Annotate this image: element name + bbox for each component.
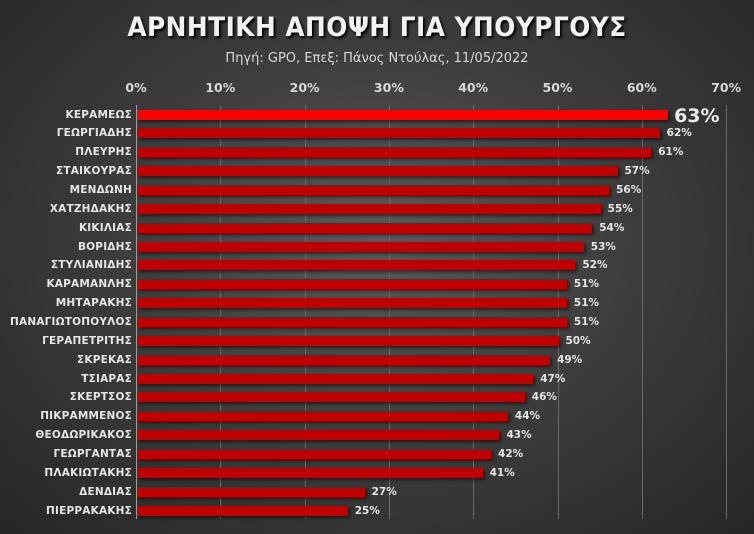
- value-label: 46%: [531, 391, 557, 404]
- bar: [137, 147, 652, 158]
- value-label: 41%: [489, 466, 515, 479]
- value-label: 51%: [573, 297, 600, 310]
- bar: [137, 373, 534, 384]
- category-label: ΧΑΤΖΗΔΑΚΗΣ: [49, 202, 132, 215]
- value-label: 52%: [582, 259, 608, 272]
- value-label: 53%: [590, 240, 616, 253]
- category-label: ΠΛΑΚΙΩΤΑΚΗΣ: [44, 466, 132, 479]
- value-label: 49%: [557, 353, 583, 366]
- category-label: ΚΑΡΑΜΑΝΛΗΣ: [46, 278, 132, 291]
- bar: [137, 467, 483, 478]
- category-label: ΔΕΝΔΙΑΣ: [79, 485, 132, 498]
- bar: [137, 486, 365, 497]
- category-label: ΓΕΩΡΓΑΝΤΑΣ: [53, 447, 132, 460]
- bar: [137, 279, 567, 290]
- bar: [137, 354, 551, 365]
- bar: [137, 392, 525, 403]
- value-label: 42%: [498, 447, 524, 460]
- bar: [137, 184, 610, 195]
- value-label: 25%: [354, 504, 380, 517]
- category-label: ΣΤΑΙΚΟΥΡΑΣ: [55, 165, 132, 178]
- chart-title: ΑΡΝΗΤΙΚΗ ΑΠΟΨΗ ΓΙΑ ΥΠΟΥΡΓΟΥΣ: [127, 12, 627, 43]
- bar: [137, 166, 618, 177]
- category-label: ΓΕΡΑΠΕΤΡΙΤΗΣ: [42, 334, 132, 347]
- bar: [137, 260, 576, 271]
- bar: [137, 430, 500, 441]
- value-label: 27%: [371, 485, 397, 498]
- category-label: ΜΕΝΔΩΝΗ: [69, 183, 132, 196]
- gridline: [389, 105, 390, 519]
- category-label: ΚΙΚΙΛΙΑΣ: [78, 221, 132, 234]
- x-tick-label: 10%: [205, 80, 236, 95]
- bar: [137, 411, 508, 422]
- category-label: ΣΚΡΕΚΑΣ: [76, 353, 132, 366]
- gridline: [220, 105, 221, 519]
- value-label: 51%: [573, 278, 600, 291]
- category-label: ΠΙΕΡΡΑΚΑΚΗΣ: [46, 504, 132, 517]
- category-label: ΠΛΕΥΡΗΣ: [75, 146, 132, 159]
- value-label: 55%: [607, 202, 633, 215]
- x-tick-label: 70%: [711, 80, 742, 95]
- gridline: [642, 105, 643, 519]
- category-label: ΣΤΥΛΙΑΝΙΔΗΣ: [50, 259, 132, 272]
- category-label: ΠΙΚΡΑΜΜΕΝΟΣ: [40, 410, 132, 423]
- bar: [137, 241, 584, 252]
- chart-subtitle: Πηγή: GPO, Επεξ: Πάνος Ντούλας, 11/05/20…: [225, 51, 529, 66]
- value-label: 63%: [674, 104, 720, 127]
- gridline: [305, 105, 306, 519]
- value-label: 54%: [599, 221, 625, 234]
- category-label: ΣΚΕΡΤΣΟΣ: [69, 391, 132, 404]
- bar: [137, 203, 601, 214]
- bar: [137, 298, 567, 309]
- bar: [137, 109, 669, 120]
- value-label: 61%: [658, 146, 684, 159]
- value-label: 50%: [565, 334, 591, 347]
- x-tick-label: 30%: [373, 80, 404, 95]
- bar: [137, 316, 567, 327]
- category-label: ΒΟΡΙΔΗΣ: [77, 240, 132, 253]
- category-label: ΤΣΙΑΡΑΣ: [81, 372, 132, 385]
- gridline: [726, 105, 727, 519]
- value-label: 51%: [573, 315, 600, 328]
- category-label: ΘΕΟΔΩΡΙΚΑΚΟΣ: [35, 429, 132, 442]
- category-label: ΓΕΩΡΓΙΑΔΗΣ: [56, 127, 132, 140]
- value-label: 47%: [540, 372, 566, 385]
- category-label: ΜΗΤΑΡΑΚΗΣ: [55, 297, 132, 310]
- x-tick-label: 0%: [125, 80, 147, 95]
- bar: [137, 335, 559, 346]
- x-tick-label: 20%: [289, 80, 320, 95]
- bar: [137, 505, 348, 516]
- bar: [137, 128, 660, 139]
- y-axis-line: [136, 105, 137, 519]
- value-label: 56%: [616, 183, 642, 196]
- value-label: 43%: [506, 429, 532, 442]
- category-label: ΚΕΡΑΜΕΩΣ: [65, 108, 132, 121]
- bar: [137, 222, 593, 233]
- gridline: [558, 105, 559, 519]
- x-tick-label: 50%: [542, 80, 573, 95]
- category-label: ΠΑΝΑΓΙΩΤΟΠΟΥΛΟΣ: [10, 315, 132, 328]
- x-tick-label: 40%: [458, 80, 489, 95]
- value-label: 62%: [666, 127, 692, 140]
- x-tick-label: 60%: [626, 80, 657, 95]
- value-label: 44%: [514, 410, 541, 423]
- gridline: [473, 105, 474, 519]
- value-label: 57%: [624, 165, 650, 178]
- bar: [137, 448, 492, 459]
